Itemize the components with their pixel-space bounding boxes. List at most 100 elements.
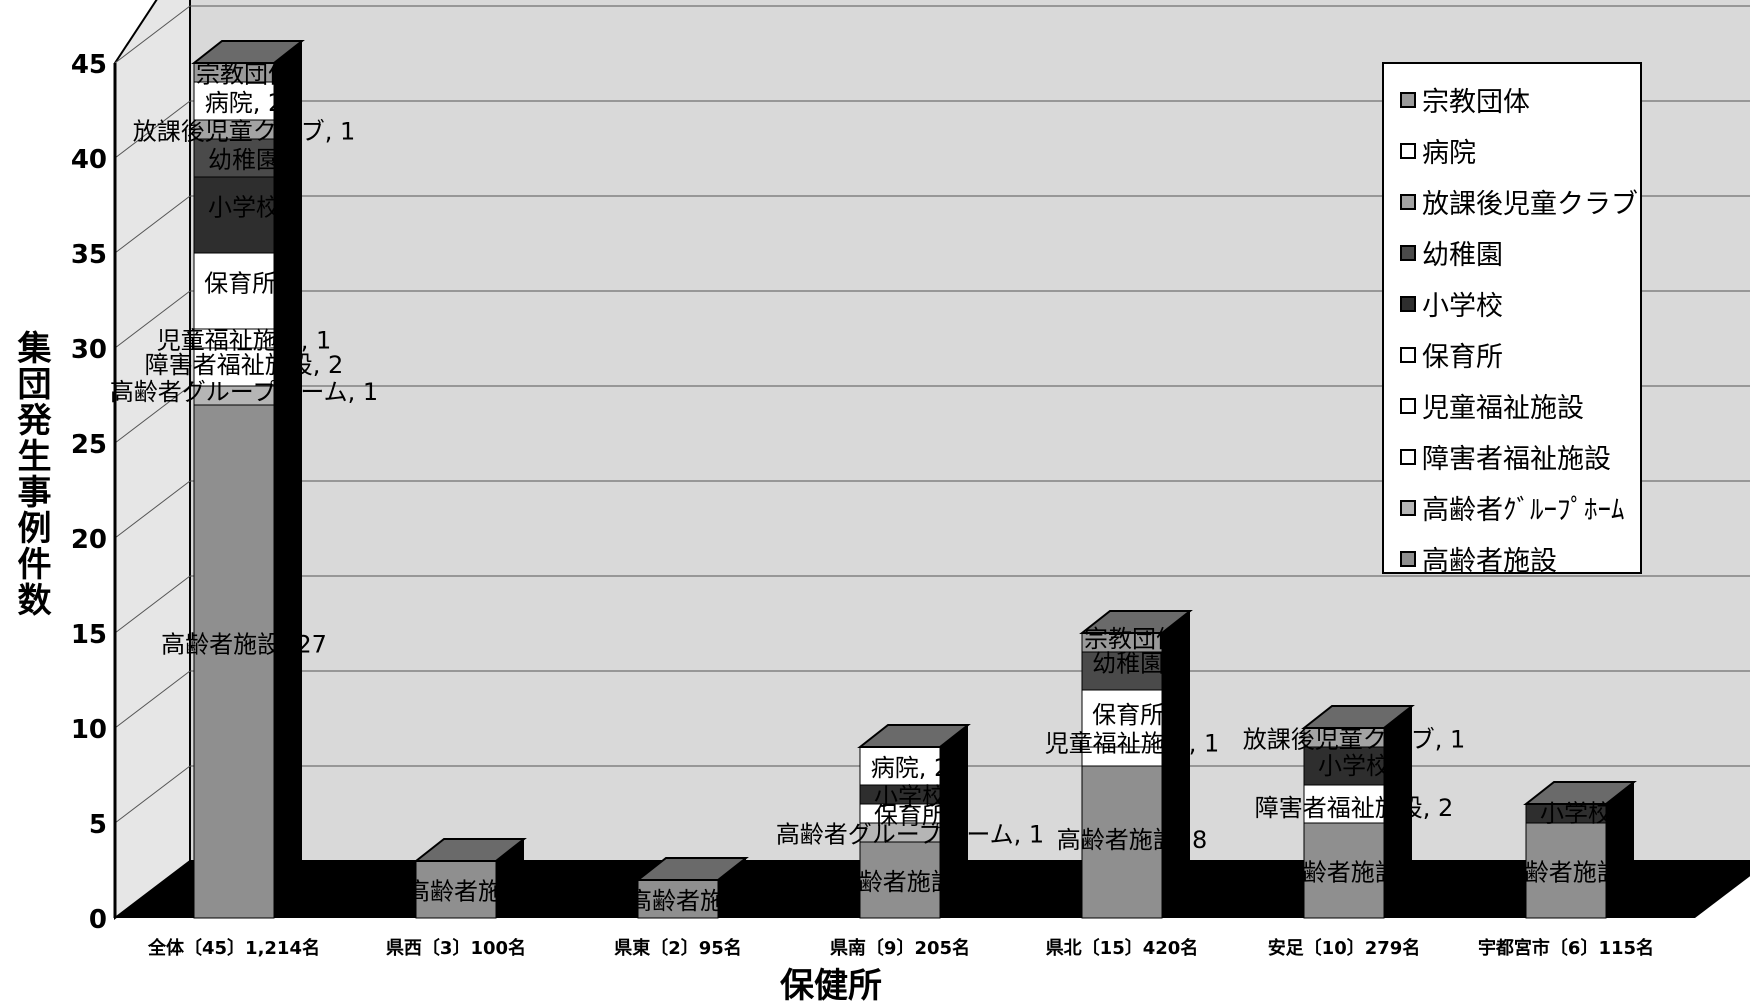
bar-segment [193, 347, 275, 387]
x-tick-label: 県北〔15〕420名 [1046, 937, 1199, 959]
legend-label: 宗教団体 [1422, 87, 1530, 118]
gridline-side [114, 480, 191, 539]
legend-swatch-icon [1400, 244, 1416, 261]
data-label: 障害者福祉施設, 2 [1255, 794, 1454, 822]
gridline-side [114, 575, 191, 634]
data-label: 小学校 [1540, 800, 1612, 828]
bar-side [1606, 782, 1634, 918]
y-axis-title: 集団発生事例件数 [11, 330, 51, 618]
legend-item: 障害者福祉施設 [1400, 431, 1630, 482]
legend-label: 高齢者ｸﾞﾙｰﾌﾟﾎｰﾑ [1422, 495, 1625, 526]
legend-label: 幼稚園 [1422, 240, 1503, 271]
legend-label: 障害者福祉施設 [1422, 444, 1611, 475]
bar-top [1301, 705, 1415, 729]
legend-item: 高齢者ｸﾞﾙｰﾌﾟﾎｰﾑ [1400, 482, 1630, 533]
legend-item: 宗教団体 [1400, 74, 1630, 125]
bar-segment [1081, 651, 1163, 691]
data-label: 高齢者グループホーム, 1 [776, 821, 1044, 849]
data-label: 児童福祉施設, 1 [157, 327, 332, 355]
data-label: 保育所, [204, 270, 284, 298]
legend-swatch-icon [1400, 346, 1416, 363]
legend-swatch-icon [1400, 142, 1416, 159]
legend-label: 児童福祉施設 [1422, 393, 1584, 424]
legend-swatch-icon [1400, 550, 1416, 567]
bar-side [274, 41, 302, 918]
legend-label: 保育所 [1422, 342, 1503, 373]
bar-top [191, 40, 305, 64]
data-label: 放課後児童クラブ, 1 [133, 118, 356, 146]
data-label: 宗教団体 [196, 61, 292, 89]
bar-top [1079, 610, 1193, 634]
data-label: 小学校 [208, 194, 280, 222]
legend-label: 放課後児童クラブ [1422, 189, 1638, 220]
x-tick-label: 県南〔9〕205名 [830, 937, 970, 959]
legend: 宗教団体 病院 放課後児童クラブ 幼稚園 小学校 保育所 児童福祉施設 障害者福… [1382, 62, 1642, 577]
bar-segment [1303, 784, 1385, 824]
bar-segment [193, 81, 275, 121]
bar-side [940, 725, 968, 918]
data-label: 児童福祉施設, 1 [1045, 729, 1220, 757]
gridline-side [114, 290, 191, 349]
legend-label: 病院 [1422, 138, 1476, 169]
data-label: 高齢者施設, 4 [835, 868, 986, 896]
x-axis-title: 保健所 [780, 966, 882, 1006]
bar-segment [193, 404, 275, 919]
bar-segment [859, 841, 941, 919]
legend-item: 小学校 [1400, 278, 1630, 329]
legend-item: 放課後児童クラブ [1400, 176, 1638, 227]
data-label: 障害者福祉施設, 2 [145, 351, 344, 379]
data-label: 高齢者施設, 5 [1501, 859, 1652, 887]
data-label: 高齢者グループホーム, 1 [110, 378, 378, 406]
y-tick-label: 30 [71, 335, 107, 365]
data-label: 高齢者施設 [628, 887, 748, 915]
gridline-side [114, 5, 191, 64]
data-label: 保育所, [1092, 701, 1172, 729]
legend-swatch-icon [1400, 448, 1416, 465]
legend-label: 高齢者施設 [1422, 546, 1557, 577]
gridline-side [114, 100, 191, 159]
y-tick-label: 45 [71, 50, 107, 80]
bar-segment [193, 138, 275, 178]
legend-item: 幼稚園 [1400, 227, 1630, 278]
y-tick-label: 40 [71, 145, 107, 175]
y-tick-label: 20 [71, 525, 107, 555]
data-label: 幼稚園, [1092, 650, 1172, 678]
data-label: 小学校 [1318, 752, 1390, 780]
bar-segment [1081, 689, 1163, 748]
x-tick-label: 県東〔2〕95名 [614, 937, 742, 959]
data-label: 高齢者施設, 5 [1279, 859, 1430, 887]
bar-side [496, 839, 524, 918]
data-label: 病院, 2 [205, 89, 284, 117]
data-label: 保育所 [874, 802, 946, 830]
y-tick-label: 0 [89, 905, 107, 935]
gridline-side [114, 195, 191, 254]
bar-side [1162, 611, 1190, 918]
bar-segment [1081, 765, 1163, 919]
data-label: 小学校 [874, 783, 946, 811]
bar-side [718, 858, 746, 918]
data-label: 高齢者施設, 27 [161, 631, 327, 659]
gridline-side [114, 385, 191, 444]
y-tick-label: 15 [71, 620, 107, 650]
legend-swatch-icon [1400, 397, 1416, 414]
legend-swatch-icon [1400, 91, 1416, 108]
legend-swatch-icon [1400, 193, 1416, 210]
data-label: 宗教団体 [1084, 625, 1180, 653]
legend-item: 児童福祉施設 [1400, 380, 1630, 431]
data-label: 放課後児童クラブ, 1 [1243, 726, 1466, 754]
data-label: 幼稚園 [208, 146, 280, 174]
legend-label: 小学校 [1422, 291, 1503, 322]
gridline-side [114, 670, 191, 729]
gridline-side [114, 765, 191, 824]
y-tick-label: 10 [71, 715, 107, 745]
x-tick-label: 安足〔10〕279名 [1268, 937, 1421, 959]
legend-item: 保育所 [1400, 329, 1630, 380]
legend-item: 病院 [1400, 125, 1630, 176]
y-tick-label: 25 [71, 430, 107, 460]
y-tick-label: 35 [71, 240, 107, 270]
data-label: 高齢者施設, 8 [1057, 826, 1208, 854]
x-tick-label: 県西〔3〕100名 [386, 937, 526, 959]
bar-side [1384, 706, 1412, 918]
data-label: 高齢者施設 [406, 878, 526, 906]
